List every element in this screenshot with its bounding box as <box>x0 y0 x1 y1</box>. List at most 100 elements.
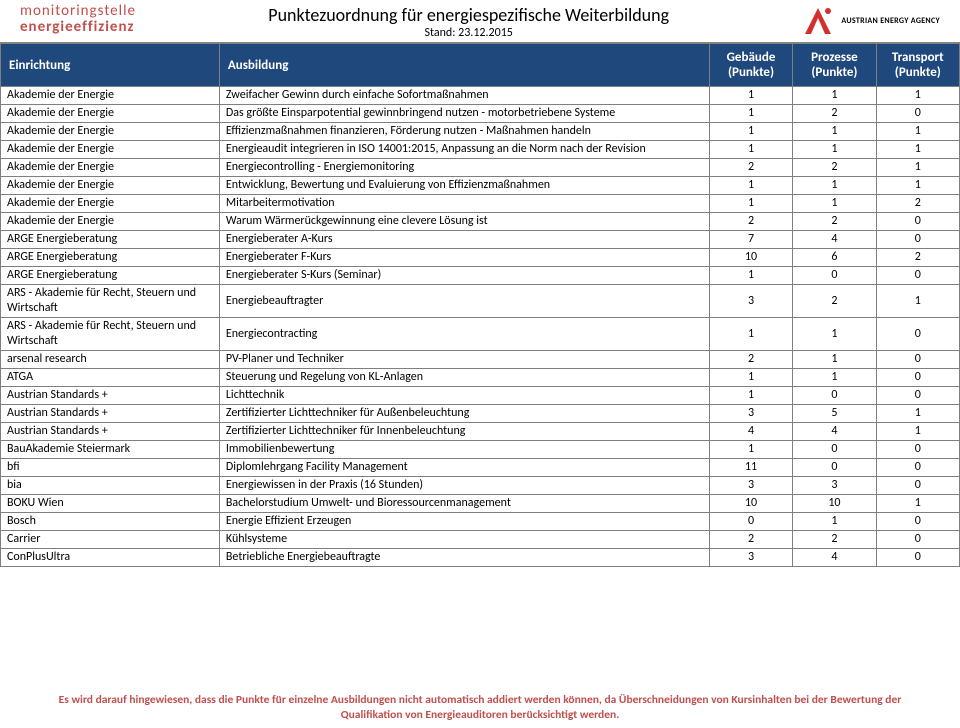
cell-points: 2 <box>709 159 792 177</box>
cell-points: 1 <box>876 405 959 423</box>
cell-points: 1 <box>793 141 876 159</box>
cell-points: 10 <box>709 495 792 513</box>
cell-points: 0 <box>793 459 876 477</box>
cell-points: 2 <box>793 105 876 123</box>
table-row: arsenal researchPV-Planer und Techniker2… <box>1 351 960 369</box>
cell-points: 0 <box>793 267 876 285</box>
table-row: CarrierKühlsysteme220 <box>1 531 960 549</box>
cell-points: 0 <box>709 513 792 531</box>
page-title: Punktezuordnung für energiespezifische W… <box>268 4 669 26</box>
cell-points: 0 <box>876 513 959 531</box>
cell-points: 4 <box>793 549 876 567</box>
aea-logo-label: AUSTRIAN ENERGY AGENCY <box>841 16 940 26</box>
cell-ausbildung: Effizienzmaßnahmen finanzieren, Förderun… <box>219 123 709 141</box>
table-row: Akademie der EnergieEnergieaudit integri… <box>1 141 960 159</box>
cell-points: 2 <box>709 531 792 549</box>
table-row: Austrian Standards +Lichttechnik100 <box>1 387 960 405</box>
cell-points: 1 <box>709 369 792 387</box>
table-row: ARS - Akademie für Recht, Steuern und Wi… <box>1 285 960 318</box>
col-header-institution: Einrichtung <box>1 44 220 87</box>
cell-ausbildung: Entwicklung, Bewertung und Evaluierung v… <box>219 177 709 195</box>
cell-ausbildung: Energiebeauftragter <box>219 285 709 318</box>
cell-institution: ARGE Energieberatung <box>1 249 220 267</box>
cell-points: 2 <box>709 213 792 231</box>
cell-points: 1 <box>793 513 876 531</box>
cell-points: 3 <box>793 477 876 495</box>
cell-points: 1 <box>709 318 792 351</box>
cell-ausbildung: Zweifacher Gewinn durch einfache Sofortm… <box>219 87 709 105</box>
cell-points: 3 <box>709 549 792 567</box>
cell-ausbildung: PV-Planer und Techniker <box>219 351 709 369</box>
cell-points: 1 <box>709 441 792 459</box>
cell-points: 1 <box>793 318 876 351</box>
table-row: ARGE EnergieberatungEnergieberater A-Kur… <box>1 231 960 249</box>
table-row: bfiDiplomlehrgang Facility Management110… <box>1 459 960 477</box>
page-header: monitoringstelle energieeffizienz Punkte… <box>0 0 960 43</box>
cell-institution: arsenal research <box>1 351 220 369</box>
cell-points: 3 <box>709 477 792 495</box>
table-row: Akademie der EnergieEffizienzmaßnahmen f… <box>1 123 960 141</box>
cell-points: 4 <box>793 423 876 441</box>
cell-points: 0 <box>793 441 876 459</box>
cell-points: 0 <box>876 387 959 405</box>
table-row: Akademie der EnergieWarum Wärmerückgewin… <box>1 213 960 231</box>
cell-points: 1 <box>709 141 792 159</box>
cell-points: 1 <box>876 495 959 513</box>
cell-institution: Akademie der Energie <box>1 105 220 123</box>
cell-points: 1 <box>709 87 792 105</box>
cell-ausbildung: Lichttechnik <box>219 387 709 405</box>
cell-points: 1 <box>876 423 959 441</box>
cell-points: 2 <box>793 213 876 231</box>
cell-points: 0 <box>876 351 959 369</box>
cell-institution: Carrier <box>1 531 220 549</box>
footer-note: Es wird darauf hingewiesen, dass die Pun… <box>0 693 960 722</box>
cell-institution: Akademie der Energie <box>1 213 220 231</box>
cell-points: 3 <box>709 405 792 423</box>
table-row: BoschEnergie Effizient Erzeugen010 <box>1 513 960 531</box>
cell-points: 2 <box>793 159 876 177</box>
cell-institution: Akademie der Energie <box>1 123 220 141</box>
cell-points: 0 <box>876 531 959 549</box>
cell-points: 0 <box>876 549 959 567</box>
cell-points: 1 <box>709 105 792 123</box>
cell-institution: Bosch <box>1 513 220 531</box>
cell-points: 0 <box>876 318 959 351</box>
col-header-prozesse: Prozesse (Punkte) <box>793 44 876 87</box>
cell-ausbildung: Energiewissen in der Praxis (16 Stunden) <box>219 477 709 495</box>
cell-institution: Akademie der Energie <box>1 177 220 195</box>
cell-points: 1 <box>709 123 792 141</box>
cell-points: 1 <box>876 285 959 318</box>
cell-institution: ARS - Akademie für Recht, Steuern und Wi… <box>1 318 220 351</box>
table-row: Akademie der EnergieDas größte Einsparpo… <box>1 105 960 123</box>
cell-institution: bfi <box>1 459 220 477</box>
cell-ausbildung: Energieberater A-Kurs <box>219 231 709 249</box>
table-row: biaEnergiewissen in der Praxis (16 Stund… <box>1 477 960 495</box>
page-subtitle: Stand: 23.12.2015 <box>268 26 669 40</box>
cell-ausbildung: Energieaudit integrieren in ISO 14001:20… <box>219 141 709 159</box>
points-table: Einrichtung Ausbildung Gebäude (Punkte) … <box>0 43 960 567</box>
cell-points: 1 <box>709 195 792 213</box>
cell-points: 1 <box>793 123 876 141</box>
cell-points: 7 <box>709 231 792 249</box>
aea-logo-icon <box>801 4 835 38</box>
cell-points: 1 <box>876 159 959 177</box>
cell-institution: Akademie der Energie <box>1 141 220 159</box>
cell-points: 2 <box>876 249 959 267</box>
col-header-gebaeude: Gebäude (Punkte) <box>709 44 792 87</box>
cell-points: 10 <box>709 249 792 267</box>
table-row: ATGASteuerung und Regelung von KL-Anlage… <box>1 369 960 387</box>
cell-ausbildung: Zertifizierter Lichttechniker für Innenb… <box>219 423 709 441</box>
cell-points: 2 <box>709 351 792 369</box>
cell-ausbildung: Das größte Einsparpotential gewinnbringe… <box>219 105 709 123</box>
cell-ausbildung: Immobilienbewertung <box>219 441 709 459</box>
table-row: Akademie der EnergieZweifacher Gewinn du… <box>1 87 960 105</box>
brand-line2: energieeffizienz <box>20 20 136 36</box>
cell-ausbildung: Energieberater F-Kurs <box>219 249 709 267</box>
cell-institution: ATGA <box>1 369 220 387</box>
cell-points: 0 <box>876 441 959 459</box>
cell-ausbildung: Energie Effizient Erzeugen <box>219 513 709 531</box>
cell-institution: Austrian Standards + <box>1 423 220 441</box>
footer-line1: Es wird darauf hingewiesen, dass die Pun… <box>59 693 902 707</box>
cell-institution: Austrian Standards + <box>1 387 220 405</box>
table-row: ARS - Akademie für Recht, Steuern und Wi… <box>1 318 960 351</box>
